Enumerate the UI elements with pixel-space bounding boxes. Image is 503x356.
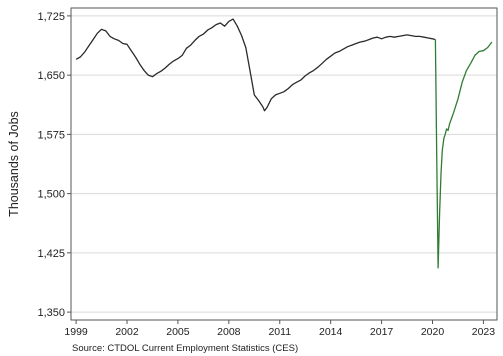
series-line — [75, 18, 436, 112]
y-tick-label: 1,350 — [37, 307, 65, 319]
x-tick-label: 2008 — [217, 326, 241, 338]
series-line — [434, 39, 493, 269]
y-tick-label: 1,575 — [37, 129, 65, 141]
x-tick-label: 2023 — [472, 326, 496, 338]
plot-frame — [70, 7, 498, 321]
x-tick-label: 2017 — [370, 326, 394, 338]
x-tick-label: 2005 — [166, 326, 190, 338]
y-tick-label: 1,425 — [37, 248, 65, 260]
y-axis: 1,350 1,425 1,500 1,575 1,650 1,725 — [37, 11, 71, 319]
x-tick-label: 1999 — [64, 326, 88, 338]
x-tick-label: 2014 — [319, 326, 343, 338]
x-axis: 1999 2002 2005 2008 2011 2014 2017 2020 2023 — [64, 320, 495, 338]
x-tick-label: 2020 — [421, 326, 445, 338]
x-tick-label: 2011 — [268, 326, 291, 338]
y-tick-label: 1,500 — [37, 189, 65, 201]
y-tick-label: 1,650 — [37, 70, 65, 82]
series-group — [75, 18, 493, 269]
gridlines — [71, 15, 497, 313]
y-axis-label: Thousands of Jobs — [7, 111, 21, 217]
source-note: Source: CTDOL Current Employment Statist… — [72, 343, 299, 354]
y-tick-label: 1,725 — [37, 11, 65, 23]
x-tick-label: 2002 — [115, 326, 139, 338]
